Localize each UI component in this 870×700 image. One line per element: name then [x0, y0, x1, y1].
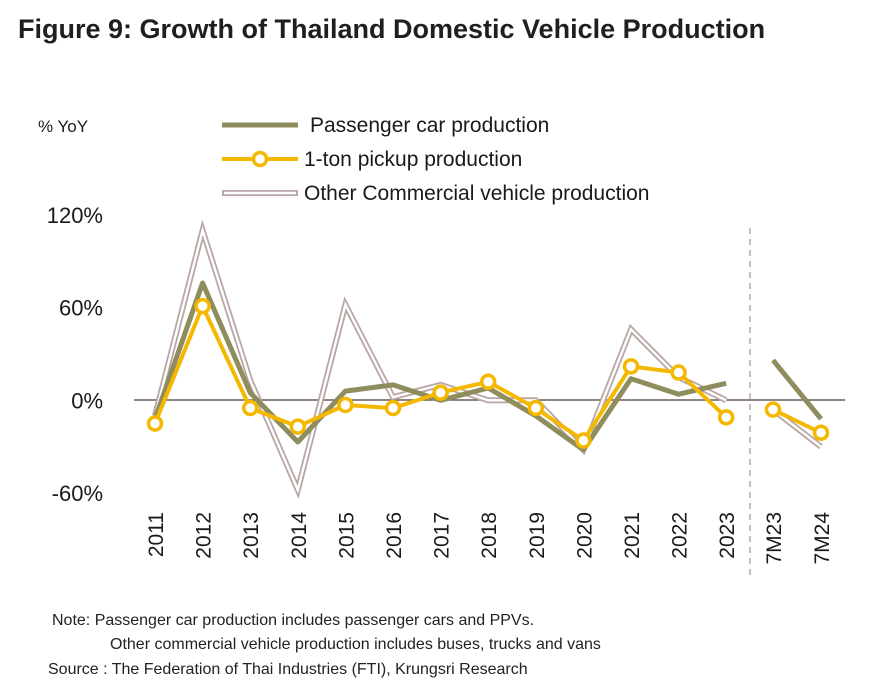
pickup-point: [194, 297, 211, 315]
x-tick-label: 2022: [669, 512, 692, 559]
x-tick-label: 2020: [573, 512, 596, 559]
pickup-point: [432, 384, 449, 401]
pickup-point: [670, 364, 687, 381]
source-line: Source : The Federation of Thai Industri…: [48, 661, 528, 678]
pickup-point: [289, 418, 307, 435]
x-tick-label: 2021: [621, 512, 644, 559]
pickup-point: [764, 401, 782, 418]
y-tick-label: 120%: [47, 203, 103, 228]
x-tick-label: 7M23: [763, 512, 786, 565]
pickup-line: [772, 407, 822, 435]
x-tick-label: 7M24: [811, 512, 834, 565]
x-tick-label: 2018: [478, 512, 501, 559]
legend-label-passenger: Passenger car production: [310, 114, 549, 137]
pickup-point: [384, 399, 402, 417]
x-tick-label: 2013: [240, 512, 263, 559]
pickup-point: [146, 415, 164, 432]
other-commercial-line-inner: [772, 408, 822, 448]
x-tick-label: 2011: [145, 512, 168, 557]
pickup-point: [622, 358, 640, 375]
chart-title: Figure 9: Growth of Thailand Domestic Ve…: [18, 14, 766, 44]
other-commercial-line-outer: [152, 219, 728, 500]
x-tick-label: 2023: [716, 512, 739, 559]
pickup-point: [241, 399, 259, 417]
pickup-point: [812, 424, 830, 442]
y-axis-title: % YoY: [38, 117, 88, 136]
pickup-point: [527, 399, 545, 417]
y-tick-label: -60%: [52, 481, 103, 506]
pickup-point: [479, 373, 497, 391]
legend-label-pickup: 1-ton pickup production: [304, 148, 522, 171]
pickup-point: [717, 409, 735, 426]
pickup-point: [337, 396, 354, 414]
x-tick-label: 2014: [288, 512, 311, 559]
x-tick-label: 2016: [383, 512, 406, 559]
x-tick-label: 2019: [526, 512, 549, 559]
note-line-2: Other commercial vehicle production incl…: [110, 636, 601, 653]
x-tick-label: 2015: [335, 512, 358, 559]
legend-pickup-marker: [251, 150, 269, 168]
pickup-point: [575, 432, 592, 449]
passenger-car-line: [771, 358, 823, 421]
x-tick-label: 2017: [431, 512, 454, 559]
y-tick-label: 0%: [71, 388, 103, 413]
y-tick-label: 60%: [59, 296, 103, 321]
legend-label-other: Other Commercial vehicle production: [304, 182, 649, 205]
note-line-1: Note: Passenger car production includes …: [52, 612, 535, 629]
x-tick-label: 2012: [193, 512, 216, 559]
